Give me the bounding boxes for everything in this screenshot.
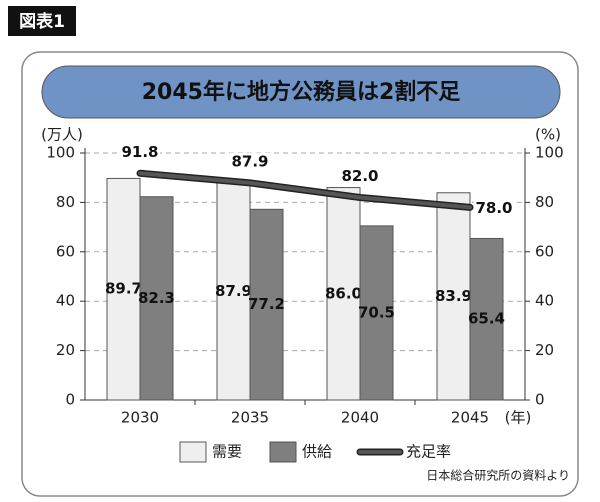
legend-label: 供給	[302, 443, 332, 461]
data-label: 77.2	[248, 295, 285, 313]
chart-title: 2045年に地方公務員は2割不足	[142, 79, 461, 105]
y-tick-label: 20	[56, 341, 75, 359]
bar	[469, 237, 504, 401]
bar	[216, 182, 251, 401]
legend-label: 充足率	[406, 443, 451, 461]
data-label-bg	[474, 199, 514, 218]
data-label-bg	[120, 143, 160, 162]
legend-swatch	[269, 441, 297, 463]
x-axis-label: (年)	[505, 409, 532, 427]
figure-label-box	[8, 6, 76, 36]
y-tick-label: 0	[65, 391, 75, 409]
y-tick-label: 100	[46, 144, 75, 162]
x-tick-label: 2030	[121, 409, 159, 427]
source: 日本総合研究所の資料より	[426, 468, 570, 483]
data-label: 87.9	[231, 152, 268, 170]
bar	[106, 177, 141, 401]
x-tick-label: 2035	[231, 409, 269, 427]
data-label: 82.3	[138, 289, 175, 307]
x-tick-label: 2040	[341, 409, 379, 427]
data-label-bg	[340, 167, 380, 186]
y-axis-label: (万人)	[41, 126, 83, 144]
y2-axis-label: (%)	[535, 126, 561, 144]
y2-tick-label: 60	[535, 242, 554, 260]
data-label: 91.8	[121, 143, 158, 161]
data-label: 83.9	[435, 287, 472, 305]
y2-tick-label: 40	[535, 292, 554, 310]
data-label: 82.0	[341, 167, 378, 185]
data-label: 87.9	[215, 282, 252, 300]
y-tick-label: 40	[56, 292, 75, 310]
y2-tick-label: 100	[535, 144, 564, 162]
data-label: 65.4	[468, 310, 505, 328]
legend-label: 需要	[212, 443, 242, 461]
data-label: 89.7	[105, 280, 142, 298]
title-pill	[41, 65, 561, 119]
y2-tick-label: 20	[535, 341, 554, 359]
y2-tick-label: 0	[535, 391, 545, 409]
y-tick-label: 60	[56, 242, 75, 260]
bar	[249, 208, 284, 401]
bar	[326, 187, 361, 401]
x-tick-label: 2045	[451, 409, 489, 427]
figure-label: 図表1	[19, 11, 65, 32]
data-label-bg	[230, 152, 270, 171]
data-label: 78.0	[475, 199, 512, 217]
bar	[139, 196, 174, 401]
data-label: 86.0	[325, 284, 362, 302]
legend-swatch	[179, 441, 207, 463]
y2-tick-label: 80	[535, 193, 554, 211]
bar	[359, 225, 394, 401]
line	[138, 171, 472, 210]
y-tick-label: 80	[56, 193, 75, 211]
data-label: 70.5	[358, 303, 395, 321]
